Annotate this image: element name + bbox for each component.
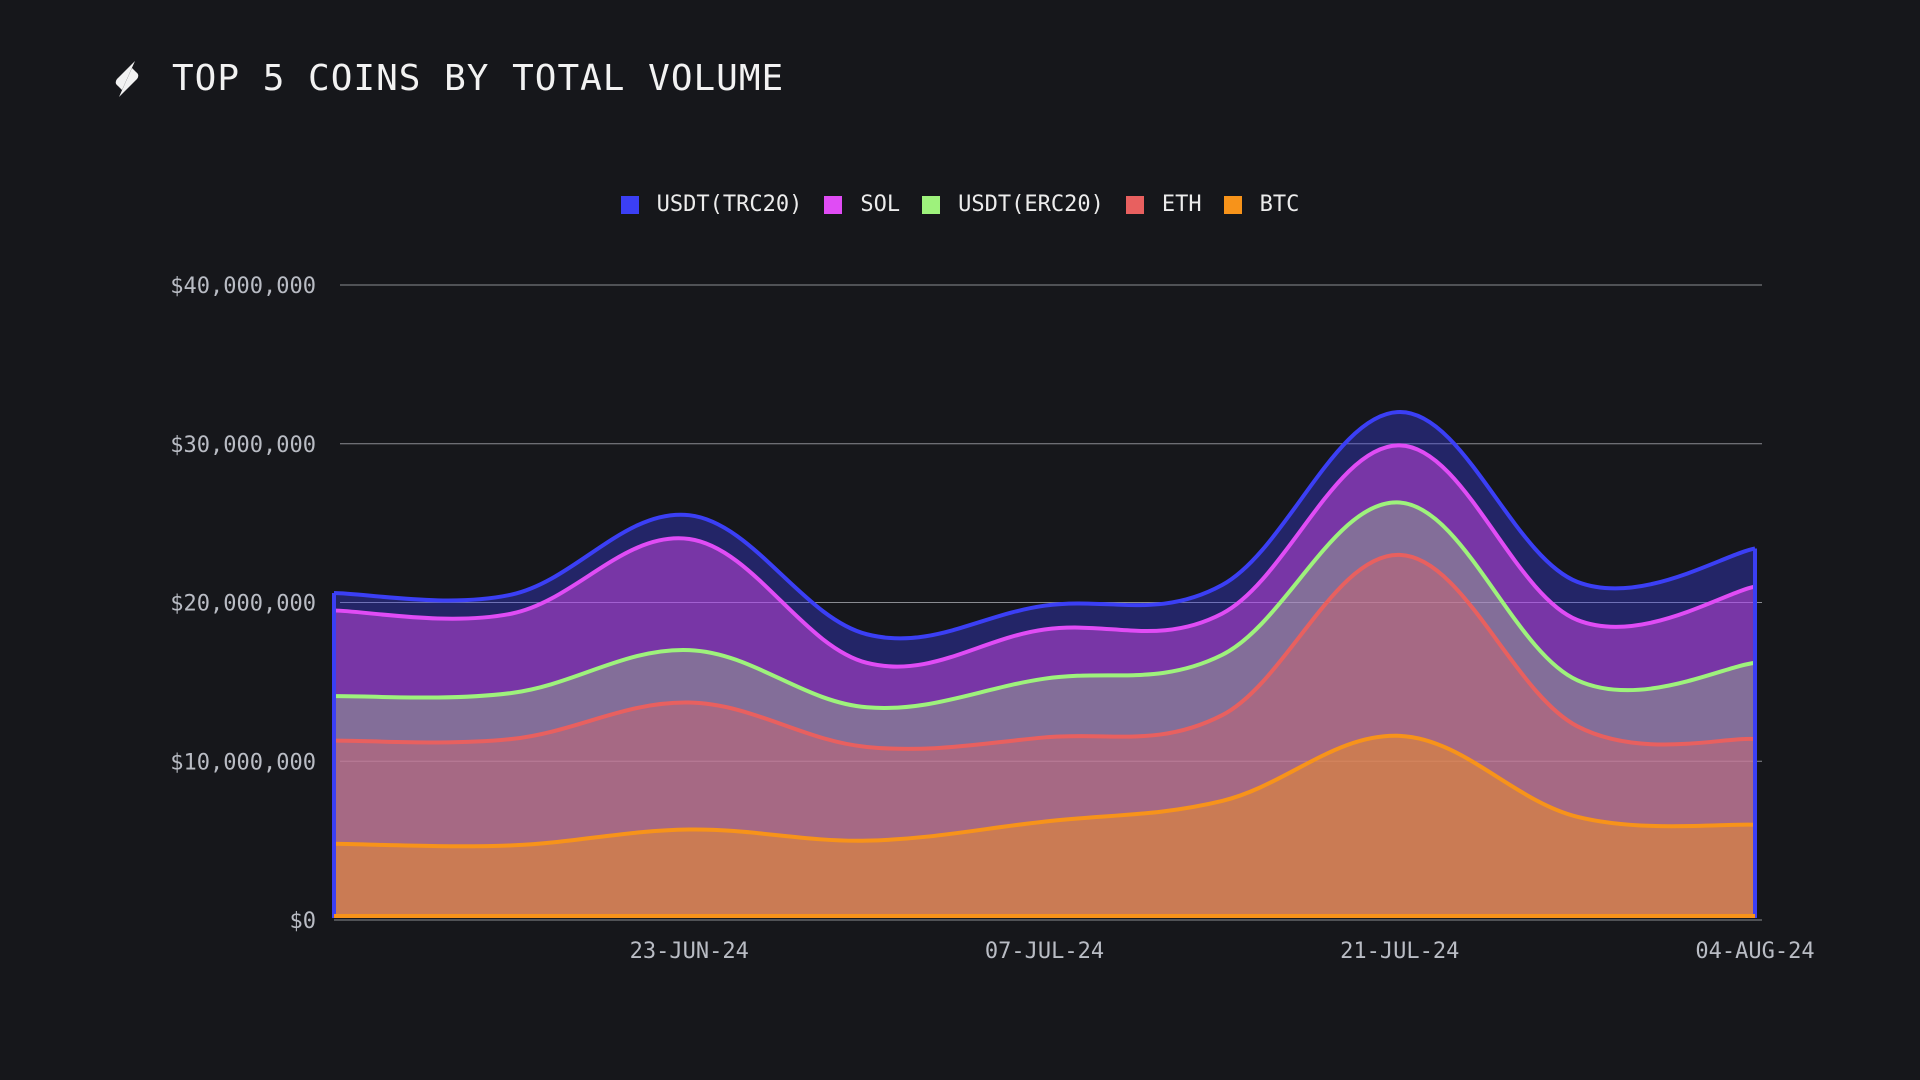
legend-swatch	[1125, 195, 1144, 214]
legend-item: USDT(ERC20)	[922, 192, 1104, 217]
legend-item: SOL	[824, 192, 900, 217]
area-eth	[334, 554, 1755, 918]
legend-label: ETH	[1161, 192, 1202, 217]
chart-title: TOP 5 COINS BY TOTAL VOLUME	[172, 58, 785, 99]
logo-icon	[115, 60, 139, 97]
legend-item: ETH	[1125, 192, 1202, 217]
x-tick-label: 23-JUN-24	[630, 939, 749, 964]
chart-legend: USDT(TRC20) SOL USDT(ERC20) ETH BTC	[0, 192, 1920, 217]
line-sol	[333, 443, 1756, 669]
x-tick-label: 04-AUG-24	[1695, 939, 1814, 964]
area-sol	[334, 445, 1755, 918]
y-tick-label: $10,000,000	[170, 750, 316, 775]
area-usdterc20	[334, 502, 1755, 918]
legend-swatch	[824, 195, 843, 214]
chart-header: TOP 5 COINS BY TOTAL VOLUME	[112, 58, 784, 99]
legend-label: BTC	[1259, 192, 1300, 217]
legend-label: SOL	[860, 192, 901, 217]
legend-label: USDT(ERC20)	[958, 192, 1104, 217]
y-tick-label: $0	[290, 909, 317, 934]
line-usdttrc20	[333, 409, 1756, 641]
y-tick-label: $40,000,000	[170, 274, 316, 299]
legend-swatch	[1223, 195, 1242, 214]
y-tick-label: $30,000,000	[170, 433, 316, 458]
legend-swatch	[620, 195, 639, 214]
area-btc	[334, 735, 1755, 918]
y-tick-label: $20,000,000	[170, 592, 316, 617]
legend-swatch	[922, 195, 941, 214]
legend-item: BTC	[1223, 192, 1300, 217]
line-usdterc20	[333, 500, 1756, 710]
x-tick-label: 21-JUL-24	[1340, 939, 1459, 964]
legend-item: USDT(TRC20)	[620, 192, 803, 217]
line-eth	[333, 552, 1756, 751]
legend-label: USDT(TRC20)	[656, 192, 803, 217]
x-tick-label: 07-JUL-24	[985, 939, 1104, 964]
line-btc	[333, 733, 1756, 849]
